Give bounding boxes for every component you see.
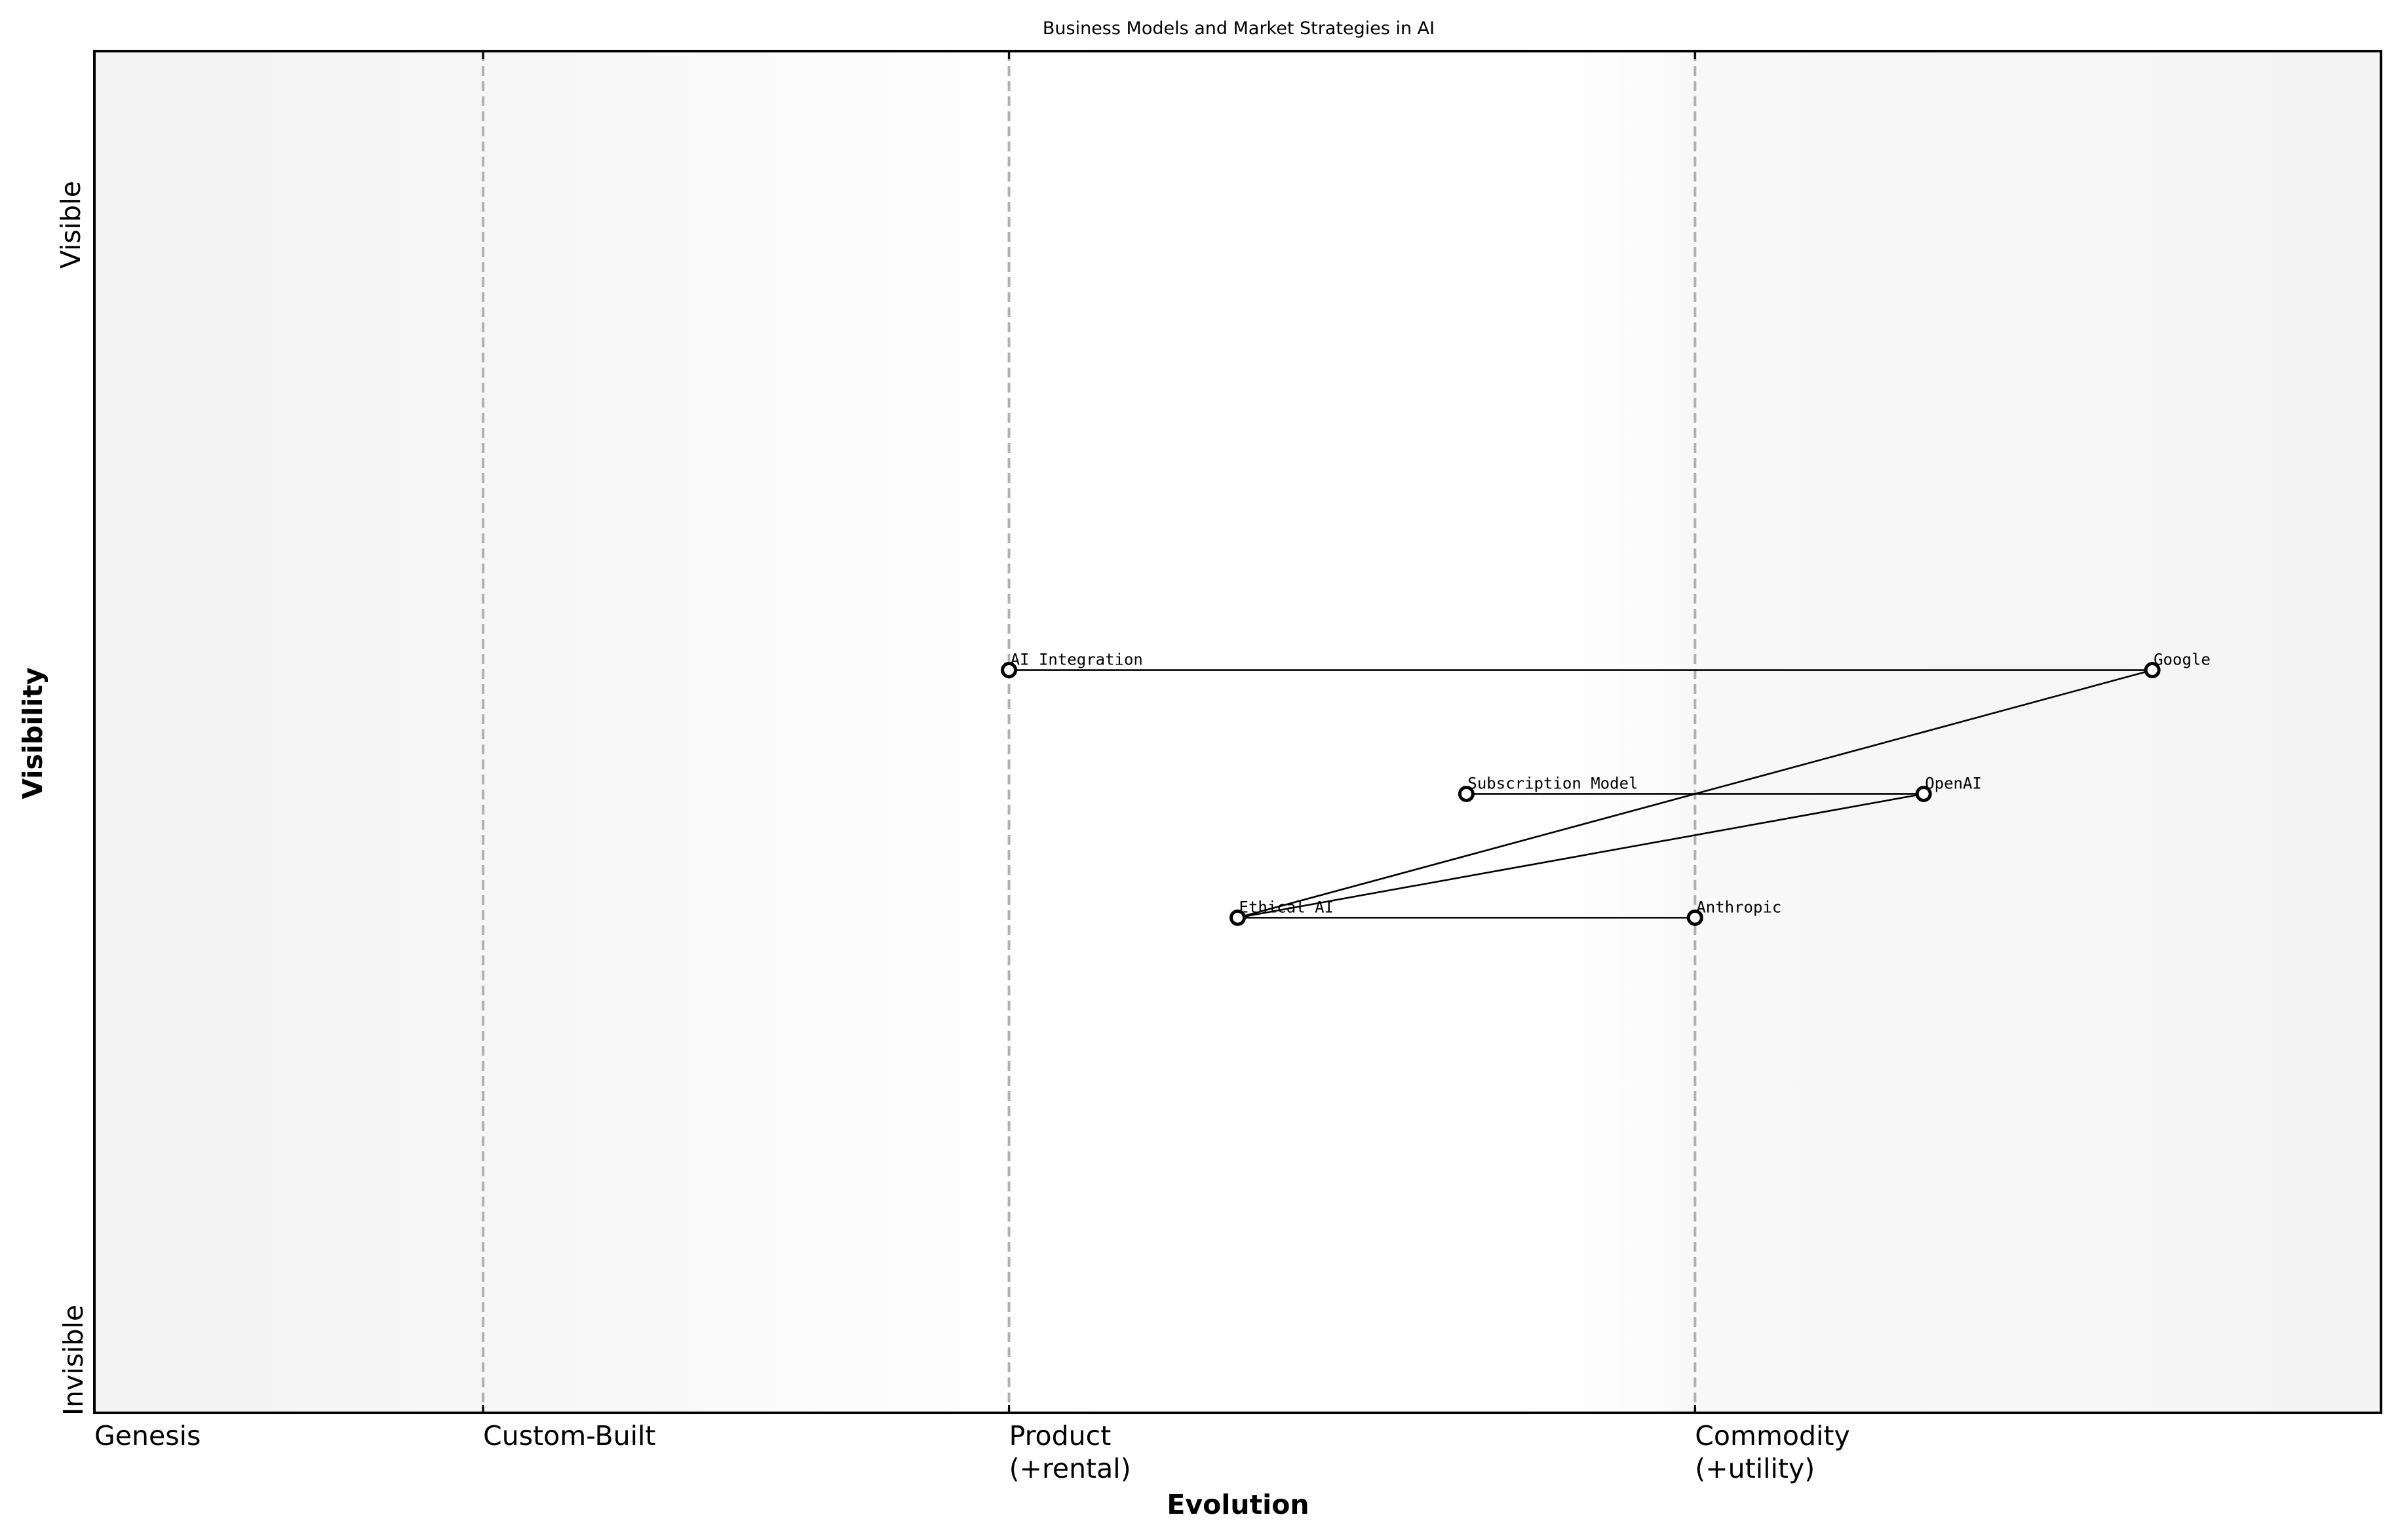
- node-google[interactable]: Google: [2144, 651, 2211, 679]
- node-ai-integration[interactable]: AI Integration: [1001, 651, 1143, 679]
- y-axis-label: Visibility: [17, 667, 48, 799]
- x-axis-label: Evolution: [1167, 1489, 1309, 1520]
- node-label-subscription-model: Subscription Model: [1467, 774, 1638, 792]
- chart-title: Business Models and Market Strategies in…: [1043, 18, 1435, 39]
- node-label-anthropic: Anthropic: [1696, 898, 1781, 916]
- x-tick-labels: Genesis Custom-Built Product (+rental) Commo…: [94, 1420, 1850, 1484]
- evolution-stage-lines: [482, 51, 1697, 1413]
- x-tick-label-custom-built: Custom-Built: [483, 1420, 655, 1452]
- stage-ticks: [482, 51, 1696, 1413]
- plot-frame: [93, 50, 2382, 1414]
- component-links: [1009, 669, 2153, 919]
- node-subscription-model[interactable]: Subscription Model: [1458, 774, 1638, 802]
- y-axis-top-label: Visible: [55, 181, 87, 269]
- node-label-openai: OpenAI: [1925, 774, 1982, 792]
- y-axis-bottom-label: Invisible: [58, 1305, 89, 1415]
- x-tick-label-commodity: Commodity (+utility): [1695, 1420, 1849, 1484]
- node-marker-anthropic[interactable]: [1686, 909, 1703, 926]
- node-anthropic[interactable]: Anthropic: [1686, 898, 1781, 926]
- node-label-ai-integration: AI Integration: [1011, 651, 1143, 669]
- node-marker-subscription-model[interactable]: [1458, 785, 1475, 802]
- link-openai-to-ethical-ai: [1237, 793, 1924, 919]
- link-google-to-ethical-ai: [1237, 669, 2153, 919]
- node-ethical-ai[interactable]: Ethical AI: [1229, 898, 1334, 926]
- node-marker-google[interactable]: [2144, 662, 2161, 679]
- node-marker-ethical-ai[interactable]: [1229, 909, 1246, 926]
- node-marker-openai[interactable]: [1915, 785, 1932, 802]
- plot-background: [94, 51, 2381, 1413]
- node-label-ethical-ai: Ethical AI: [1239, 898, 1334, 916]
- node-openai[interactable]: OpenAI: [1915, 774, 1982, 802]
- node-marker-ai-integration[interactable]: [1001, 662, 1018, 679]
- x-tick-label-product: Product (+rental): [1009, 1420, 1131, 1484]
- component-nodes: AI Integration Google Subscription Model Op…: [1001, 651, 2211, 926]
- x-tick-label-genesis: Genesis: [94, 1420, 201, 1452]
- node-label-google: Google: [2154, 651, 2211, 669]
